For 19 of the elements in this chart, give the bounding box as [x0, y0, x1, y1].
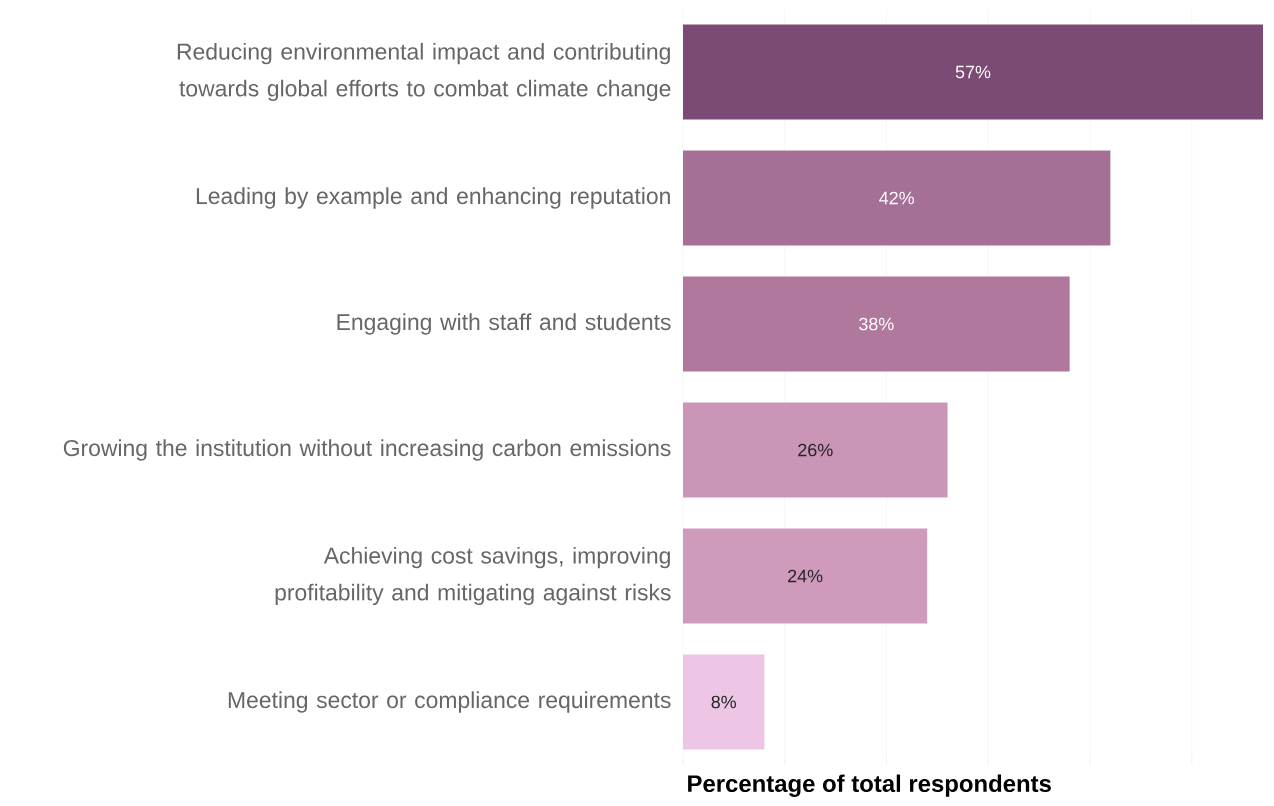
y-tick-label: Meeting sector or compliance requirements — [228, 691, 671, 713]
bar — [683, 276, 1070, 372]
data-label: 24% — [788, 569, 823, 583]
data-label: 57% — [955, 65, 991, 79]
bar — [683, 150, 1111, 246]
bar — [683, 402, 948, 498]
data-label: 38% — [859, 317, 894, 331]
data-label: 26% — [798, 443, 833, 457]
bar — [683, 654, 765, 750]
bar — [683, 528, 928, 624]
y-tick-label: Achieving cost savings, improving profitability and mitigating against risks — [275, 546, 671, 606]
y-tick-label: Reducing environmental impact and contributing towards global efforts to combat climate change — [177, 42, 671, 102]
y-tick-label: Engaging with staff and students — [337, 313, 671, 335]
x-axis-title: Percentage of total respondents — [688, 774, 1051, 797]
data-label: 8% — [711, 695, 737, 709]
y-tick-label: Leading by example and enhancing reputation — [196, 187, 670, 209]
y-tick-label: Growing the institution without increasing carbon emissions — [63, 439, 671, 461]
data-label: 42% — [879, 191, 914, 205]
bar — [683, 24, 1263, 120]
